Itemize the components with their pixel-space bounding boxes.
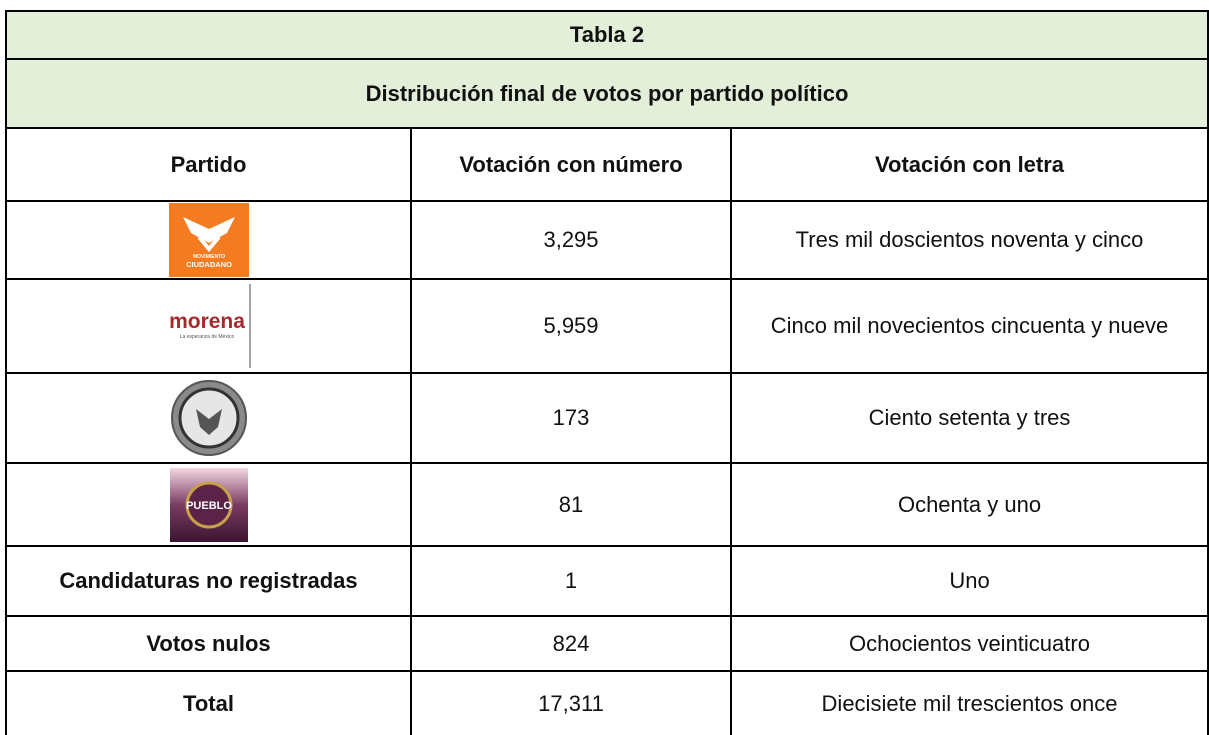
text-cell: Ochocientos veinticuatro	[729, 615, 1209, 672]
party-cell: morena La esperanza de México	[5, 278, 412, 374]
number-cell: 81	[410, 462, 732, 547]
party-cell: Votos nulos	[5, 615, 412, 672]
party-cell: MOVIMIENTO CIUDADANO	[5, 200, 412, 280]
logo-mexico-republicano	[170, 380, 247, 456]
number-cell: 3,295	[410, 200, 732, 280]
text-cell: Cinco mil novecientos cincuenta y nueve	[729, 278, 1209, 374]
logo-text: morena	[169, 310, 245, 333]
text-cell: Ochenta y uno	[729, 462, 1209, 547]
header-cell: Partido	[5, 127, 412, 202]
party-cell: PUEBLO	[5, 462, 412, 547]
logo-text: CIUDADANO	[186, 260, 232, 269]
text-cell: Uno	[729, 545, 1209, 617]
text-cell: Diecisiete mil trescientos once	[729, 670, 1209, 735]
number-cell: 173	[410, 372, 732, 464]
number-cell: 17,311	[410, 670, 732, 735]
logo-morena: morena La esperanza de México	[166, 284, 251, 368]
party-cell: Candidaturas no registradas	[5, 545, 412, 617]
header-cell: Votación con letra	[729, 127, 1209, 202]
party-cell	[5, 372, 412, 464]
logo-text: La esperanza de México	[179, 334, 234, 340]
table-subtitle: Distribución final de votos por partido …	[4, 58, 1209, 129]
number-cell: 824	[410, 615, 732, 672]
logo-text: MOVIMIENTO	[192, 254, 224, 260]
text-cell: Ciento setenta y tres	[729, 372, 1209, 464]
logo-pueblo: PUEBLO	[169, 467, 248, 542]
logo-text: PUEBLO	[186, 500, 232, 512]
table-title: Tabla 2	[4, 10, 1209, 60]
number-cell: 1	[410, 545, 732, 617]
text-cell: Tres mil doscientos noventa y cinco	[729, 200, 1209, 280]
number-cell: 5,959	[410, 278, 732, 374]
party-cell: Total	[5, 670, 412, 735]
logo-mc: MOVIMIENTO CIUDADANO	[168, 203, 249, 277]
votes-table: Tabla 2 Distribución final de votos por …	[4, 10, 1209, 735]
header-cell: Votación con número	[410, 127, 732, 202]
